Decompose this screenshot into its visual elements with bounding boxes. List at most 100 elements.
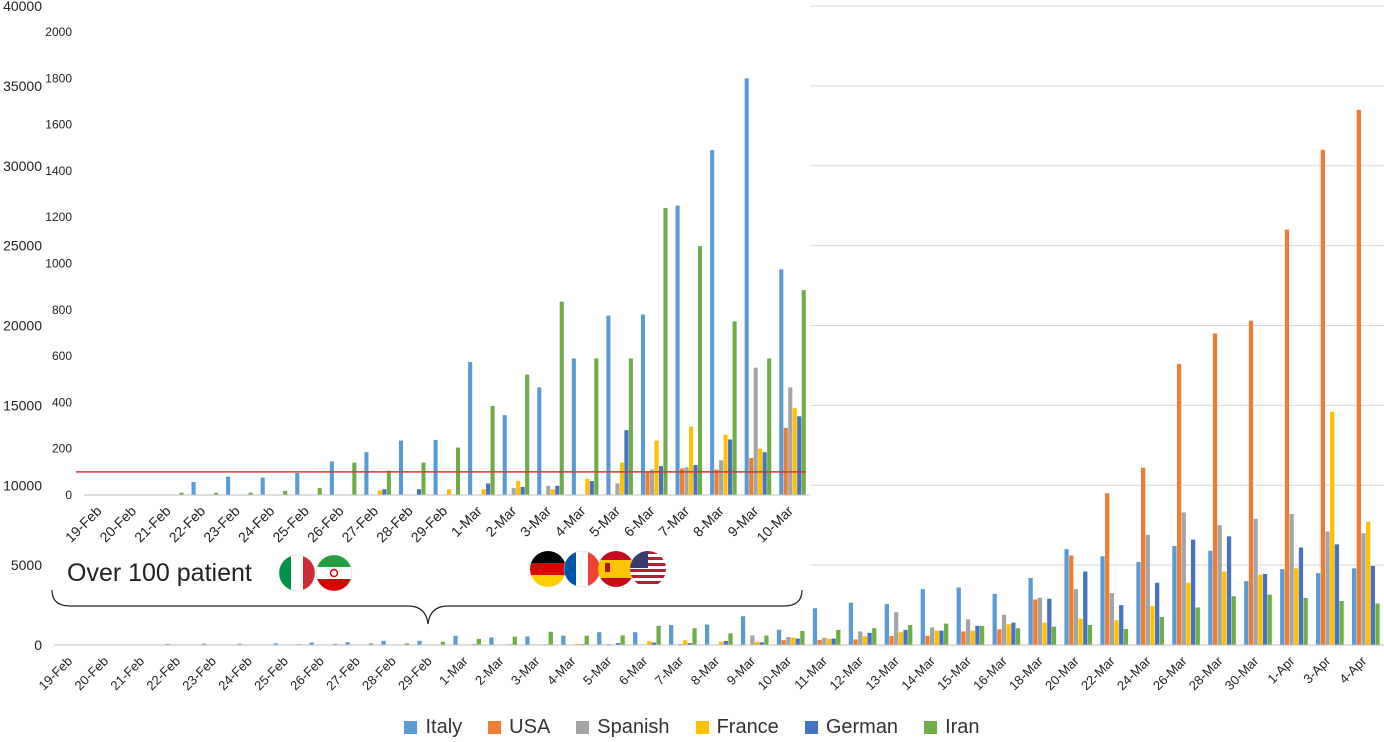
inset-x-tick-label: 10-Mar <box>753 502 796 545</box>
main-bar-usa <box>1105 493 1110 645</box>
main-bar-france <box>1222 571 1227 645</box>
inset-x-tick-label: 6-Mar <box>621 502 658 539</box>
italy-flag-icon <box>278 554 316 592</box>
main-x-tick-label: 28-Mar <box>1186 653 1226 693</box>
inset-bar-iran <box>559 301 564 495</box>
main-bar-usa <box>997 629 1002 645</box>
legend: Italy USA Spanish France German Iran <box>0 712 1384 742</box>
main-bar-france <box>790 637 796 645</box>
inset-x-axis: 19-Feb20-Feb21-Feb22-Feb23-Feb24-Feb25-F… <box>62 494 810 545</box>
main-bar-france <box>754 641 760 645</box>
legend-label-italy: Italy <box>425 715 463 738</box>
inset-bar-german <box>416 489 422 495</box>
main-bar-iran <box>440 641 446 645</box>
inset-y-tick-label: 1400 <box>45 164 72 178</box>
main-bar-spanish <box>894 612 899 645</box>
inset-bar-german <box>762 452 767 495</box>
inset-bar-iran <box>525 374 530 495</box>
main-bar-italy <box>453 635 458 645</box>
main-bar-iran <box>836 629 841 645</box>
main-bar-italy <box>920 589 925 645</box>
inset-bar-iran <box>352 462 357 495</box>
main-bar-france <box>575 643 580 645</box>
inset-bar-spanish <box>719 460 724 495</box>
main-bar-iran <box>476 638 481 645</box>
main-bar-german <box>651 642 657 645</box>
inset-bar-italy <box>364 452 369 495</box>
main-bar-german <box>1190 539 1196 645</box>
main-x-tick-label: 25-Feb <box>251 653 291 693</box>
main-bar-german <box>1011 622 1016 645</box>
inset-bar-italy <box>710 150 715 495</box>
main-x-tick-label: 3-Mar <box>508 653 543 688</box>
main-x-tick-label: 22-Mar <box>1078 653 1118 693</box>
main-bar-iran <box>944 623 949 645</box>
annotation-text: Over 100 patient <box>67 559 252 587</box>
main-bar-iran <box>1123 629 1129 645</box>
main-x-tick-label: 22-Feb <box>143 653 183 693</box>
legend-item-german: German <box>804 716 898 739</box>
inset-bar-france <box>689 426 694 495</box>
main-bar-france <box>1078 618 1083 645</box>
inset-y-tick-label: 400 <box>52 395 72 409</box>
main-bar-german <box>939 630 944 645</box>
inset-bar-german <box>728 439 733 495</box>
main-bar-german <box>1334 544 1340 645</box>
main-bar-france <box>1186 582 1191 645</box>
main-bar-italy <box>1100 556 1105 645</box>
main-bar-usa <box>1069 555 1074 645</box>
inset-x-tick-label: 8-Mar <box>690 502 727 539</box>
inset-bar-spanish <box>753 367 758 495</box>
inset-bar-italy <box>606 315 611 495</box>
main-bar-iran <box>1195 607 1200 645</box>
main-bar-spanish <box>930 627 935 645</box>
main-bar-france <box>826 638 832 645</box>
main-bar-german <box>1370 565 1375 645</box>
main-bar-italy <box>525 636 530 645</box>
main-x-tick-label: 26-Mar <box>1150 653 1190 693</box>
main-x-tick-label: 30-Mar <box>1222 653 1262 693</box>
inset-y-tick-label: 800 <box>52 303 72 317</box>
main-bar-france <box>934 630 939 645</box>
main-gridlines <box>810 5 1384 566</box>
main-bar-usa <box>1212 333 1218 645</box>
inset-bar-german <box>486 483 491 495</box>
inset-x-tick-label: 28-Feb <box>373 502 416 545</box>
main-bar-usa <box>925 635 930 645</box>
main-bar-german <box>975 625 980 645</box>
inset-x-tick-label: 24-Feb <box>235 502 278 545</box>
main-bar-italy <box>669 625 674 645</box>
main-bar-german <box>1226 536 1232 645</box>
main-bar-spanish <box>1145 534 1150 645</box>
inset-bar-italy <box>433 439 438 495</box>
main-bar-iran <box>1375 603 1380 645</box>
main-y-tick-label: 5000 <box>11 557 42 573</box>
main-bar-spanish <box>1037 597 1043 645</box>
main-bar-spanish <box>1217 525 1222 645</box>
main-x-tick-label: 16-Mar <box>970 653 1010 693</box>
inset-bar-italy <box>502 415 507 495</box>
main-bar-iran <box>656 625 661 645</box>
inset-x-tick-label: 5-Mar <box>586 502 623 539</box>
inset-x-tick-label: 4-Mar <box>551 502 588 539</box>
main-bar-iran <box>512 636 517 645</box>
inset-bar-iran <box>213 492 219 495</box>
inset-bar-usa <box>783 427 788 495</box>
inset-bar-usa <box>680 468 685 495</box>
main-bar-italy <box>956 587 961 645</box>
main-bar-usa <box>1033 599 1038 645</box>
main-bar-german <box>615 643 621 645</box>
main-bar-iran <box>584 635 589 645</box>
inset-bar-iran <box>801 290 806 495</box>
inset-y-tick-label: 200 <box>52 442 72 456</box>
inset-bar-iran <box>248 492 253 495</box>
inset-bar-france <box>550 489 555 495</box>
inset-bar-italy <box>295 473 300 495</box>
main-bar-france <box>1294 568 1299 645</box>
main-bar-usa <box>1176 363 1182 645</box>
main-bar-german <box>831 638 836 645</box>
main-x-tick-label: 29-Feb <box>395 653 435 693</box>
main-x-tick-label: 1-Mar <box>436 653 471 688</box>
main-bar-france <box>1330 411 1335 645</box>
main-bar-italy <box>1172 545 1177 645</box>
